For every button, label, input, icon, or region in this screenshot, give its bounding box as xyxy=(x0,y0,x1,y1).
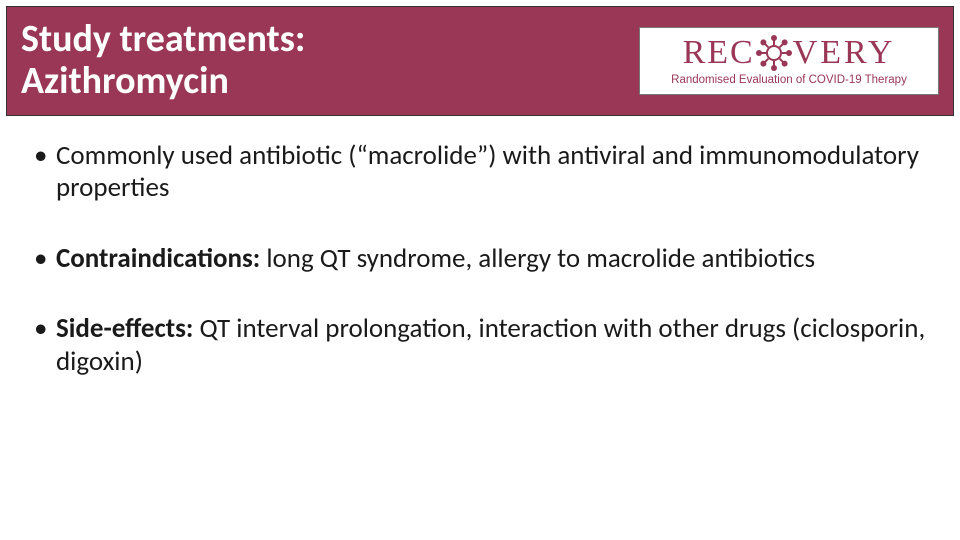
list-item: Side-effects: QT interval prolongation, … xyxy=(30,313,930,378)
list-item: Contraindications: long QT syndrome, all… xyxy=(30,243,930,275)
title-bar: Study treatments: Azithromycin REC VERY … xyxy=(6,6,954,116)
bullet-list: Commonly used antibiotic (“macrolide”) w… xyxy=(30,140,930,378)
list-item: Commonly used antibiotic (“macrolide”) w… xyxy=(30,140,930,205)
bullet-label: Side-effects: xyxy=(56,312,193,345)
logo-subtitle: Randomised Evaluation of COVID-19 Therap… xyxy=(671,74,907,86)
bullet-text: long QT syndrome, allergy to macrolide a… xyxy=(260,242,815,275)
recovery-logo: REC VERY Randomised Evaluation of COVID-… xyxy=(639,27,939,95)
slide-title: Study treatments: Azithromycin xyxy=(21,19,305,103)
slide-body: Commonly used antibiotic (“macrolide”) w… xyxy=(30,140,930,416)
virus-icon xyxy=(759,38,789,68)
slide: Study treatments: Azithromycin REC VERY … xyxy=(0,0,960,540)
title-line2: Azithromycin xyxy=(21,58,229,104)
logo-text-right: VERY xyxy=(793,34,896,72)
logo-text-left: REC xyxy=(683,34,755,72)
bullet-label: Contraindications: xyxy=(56,242,260,275)
bullet-text: Commonly used antibiotic (“macrolide”) w… xyxy=(56,139,919,204)
title-line1: Study treatments: xyxy=(21,16,305,62)
logo-wordmark: REC VERY xyxy=(683,34,896,72)
